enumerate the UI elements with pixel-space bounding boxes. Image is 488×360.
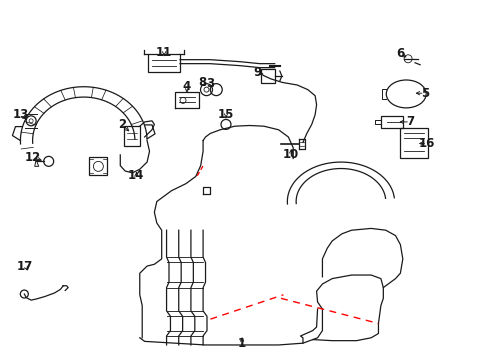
Bar [261, 69, 274, 83]
Text: 3: 3 [206, 77, 214, 90]
Bar [148, 54, 180, 72]
Text: 4: 4 [183, 80, 191, 93]
Text: 9: 9 [253, 66, 261, 79]
Bar [124, 126, 140, 146]
Text: 7: 7 [405, 116, 413, 129]
Text: 6: 6 [395, 47, 404, 60]
Text: 12: 12 [25, 151, 41, 164]
Text: 17: 17 [17, 260, 33, 273]
Text: 10: 10 [283, 148, 299, 161]
Text: 8: 8 [198, 76, 206, 89]
Text: 5: 5 [420, 87, 428, 100]
Text: 11: 11 [156, 46, 172, 59]
Bar [399, 129, 427, 158]
Bar [380, 116, 402, 128]
Text: 16: 16 [418, 137, 434, 150]
Text: 14: 14 [128, 169, 144, 182]
Text: 1: 1 [238, 337, 245, 350]
Text: 2: 2 [118, 118, 125, 131]
Text: 15: 15 [217, 108, 234, 121]
Text: 13: 13 [12, 108, 28, 121]
Bar [89, 157, 107, 175]
